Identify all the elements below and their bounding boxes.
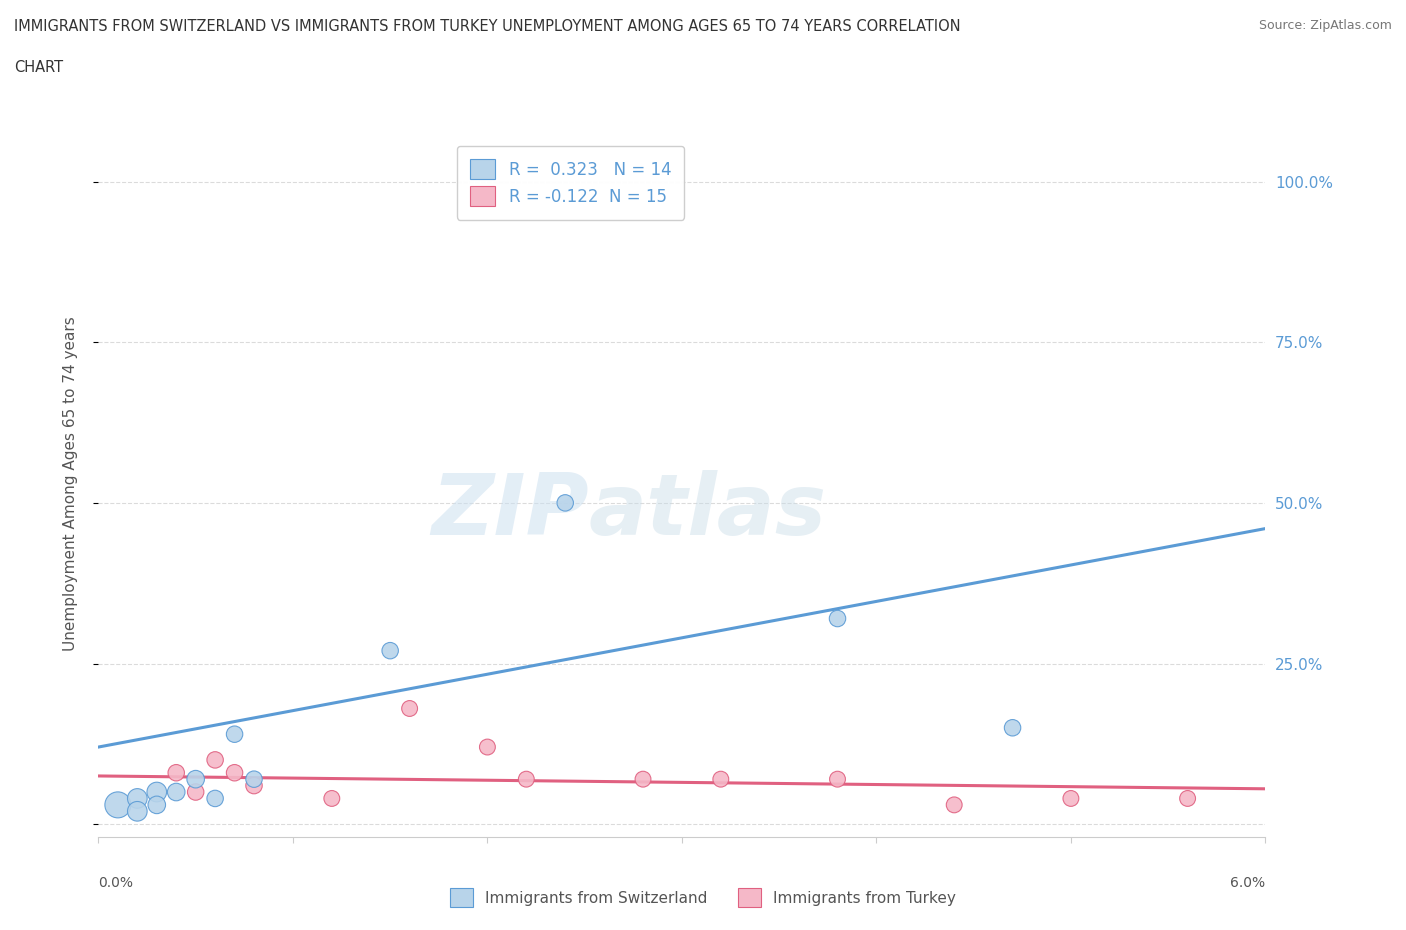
Point (1177, 791, 1199, 806)
Text: IMMIGRANTS FROM SWITZERLAND VS IMMIGRANTS FROM TURKEY UNEMPLOYMENT AMONG AGES 65: IMMIGRANTS FROM SWITZERLAND VS IMMIGRANT… (14, 19, 960, 33)
Point (224, 765, 246, 780)
Text: CHART: CHART (14, 60, 63, 75)
Point (243, 778, 266, 793)
Point (943, 797, 966, 812)
Point (127, 791, 149, 806)
Text: 6.0%: 6.0% (1230, 876, 1265, 890)
Text: atlas: atlas (589, 471, 827, 553)
Point (554, 496, 576, 511)
Point (146, 797, 169, 812)
Y-axis label: Unemployment Among Ages 65 to 74 years: Unemployment Among Ages 65 to 74 years (63, 316, 77, 651)
Point (1001, 721, 1024, 736)
Point (398, 701, 420, 716)
Point (224, 726, 246, 741)
Point (378, 644, 402, 658)
Text: Source: ZipAtlas.com: Source: ZipAtlas.com (1258, 19, 1392, 32)
Legend: R =  0.323   N = 14, R = -0.122  N = 15: R = 0.323 N = 14, R = -0.122 N = 15 (457, 146, 685, 219)
Text: 0.0%: 0.0% (98, 876, 134, 890)
Legend: Immigrants from Switzerland, Immigrants from Turkey: Immigrants from Switzerland, Immigrants … (444, 883, 962, 913)
Point (165, 785, 187, 800)
Point (710, 772, 733, 787)
Point (477, 739, 499, 754)
Point (107, 797, 129, 812)
Point (184, 785, 207, 800)
Point (204, 791, 226, 806)
Point (1060, 791, 1083, 806)
Point (243, 772, 266, 787)
Point (827, 772, 849, 787)
Point (631, 772, 654, 787)
Point (204, 752, 226, 767)
Point (515, 772, 537, 787)
Point (827, 611, 849, 626)
Point (321, 791, 343, 806)
Point (184, 772, 207, 787)
Point (146, 785, 169, 800)
Point (127, 804, 149, 818)
Text: ZIP: ZIP (430, 471, 589, 553)
Point (165, 765, 187, 780)
